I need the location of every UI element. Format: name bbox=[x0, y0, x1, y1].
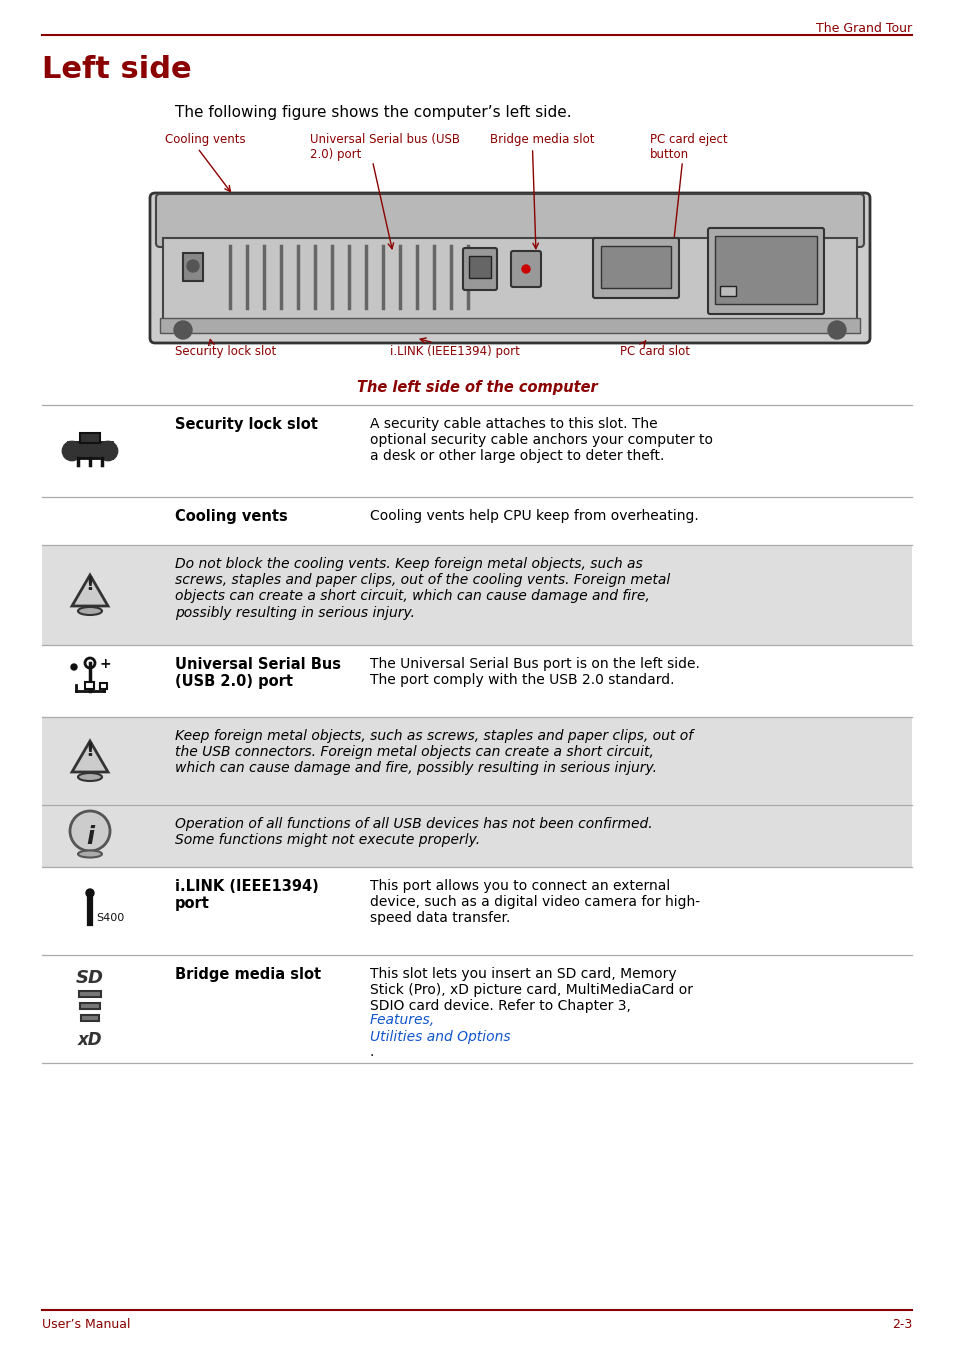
Ellipse shape bbox=[78, 773, 102, 781]
Text: i.LINK (IEEE1394) port: i.LINK (IEEE1394) port bbox=[390, 345, 519, 358]
Text: Security lock slot: Security lock slot bbox=[174, 345, 276, 358]
Text: PC card eject
button: PC card eject button bbox=[649, 132, 727, 161]
Bar bbox=[600, 246, 670, 288]
Bar bbox=[183, 253, 203, 281]
Circle shape bbox=[173, 320, 192, 339]
Text: +: + bbox=[100, 657, 112, 671]
Text: Operation of all functions of all USB devices has not been confirmed.
Some funct: Operation of all functions of all USB de… bbox=[174, 817, 652, 848]
Bar bbox=[68, 442, 112, 458]
Polygon shape bbox=[71, 741, 108, 772]
Bar bbox=[85, 681, 94, 690]
Bar bbox=[80, 1003, 100, 1009]
Circle shape bbox=[187, 260, 199, 272]
Text: port: port bbox=[174, 896, 210, 911]
Circle shape bbox=[827, 320, 845, 339]
Text: The Grand Tour: The Grand Tour bbox=[815, 22, 911, 35]
Bar bbox=[469, 256, 491, 279]
Text: xD: xD bbox=[77, 1032, 102, 1049]
Text: Cooling vents help CPU keep from overheating.: Cooling vents help CPU keep from overhea… bbox=[370, 508, 698, 523]
Ellipse shape bbox=[78, 850, 102, 857]
Text: (USB 2.0) port: (USB 2.0) port bbox=[174, 675, 293, 690]
Bar bbox=[714, 237, 816, 304]
FancyBboxPatch shape bbox=[462, 247, 497, 289]
Text: The Universal Serial Bus port is on the left side.
The port comply with the USB : The Universal Serial Bus port is on the … bbox=[370, 657, 700, 687]
Circle shape bbox=[99, 442, 117, 460]
Text: This slot lets you insert an SD card, Memory
Stick (Pro), xD picture card, Multi: This slot lets you insert an SD card, Me… bbox=[370, 967, 692, 1014]
Bar bbox=[163, 238, 856, 323]
Text: !: ! bbox=[86, 576, 94, 595]
Text: This port allows you to connect an external
device, such as a digital video came: This port allows you to connect an exter… bbox=[370, 879, 700, 925]
Bar bbox=[42, 545, 911, 645]
Bar bbox=[100, 683, 107, 690]
Text: PC card slot: PC card slot bbox=[619, 345, 689, 358]
FancyBboxPatch shape bbox=[150, 193, 869, 343]
Text: Do not block the cooling vents. Keep foreign metal objects, such as
screws, stap: Do not block the cooling vents. Keep for… bbox=[174, 557, 670, 619]
Text: !: ! bbox=[86, 741, 94, 760]
Bar bbox=[42, 717, 911, 804]
Text: Universal Serial Bus: Universal Serial Bus bbox=[174, 657, 340, 672]
Text: i.LINK (IEEE1394): i.LINK (IEEE1394) bbox=[174, 879, 318, 894]
Text: SD: SD bbox=[76, 969, 104, 987]
Circle shape bbox=[86, 890, 94, 896]
Bar bbox=[80, 433, 100, 443]
FancyBboxPatch shape bbox=[707, 228, 823, 314]
Text: Cooling vents: Cooling vents bbox=[174, 508, 288, 525]
Ellipse shape bbox=[78, 607, 102, 615]
FancyBboxPatch shape bbox=[511, 251, 540, 287]
Text: The following figure shows the computer’s left side.: The following figure shows the computer’… bbox=[174, 105, 571, 120]
Text: A security cable attaches to this slot. The
optional security cable anchors your: A security cable attaches to this slot. … bbox=[370, 416, 712, 464]
Text: User’s Manual: User’s Manual bbox=[42, 1318, 131, 1330]
Polygon shape bbox=[71, 575, 108, 606]
Text: .: . bbox=[370, 1045, 374, 1059]
Bar bbox=[79, 991, 101, 996]
Text: Bridge media slot: Bridge media slot bbox=[490, 132, 594, 146]
Text: Cooling vents: Cooling vents bbox=[165, 132, 245, 146]
Text: Bridge media slot: Bridge media slot bbox=[174, 967, 321, 982]
Text: Universal Serial bus (USB
2.0) port: Universal Serial bus (USB 2.0) port bbox=[310, 132, 459, 161]
FancyBboxPatch shape bbox=[593, 238, 679, 297]
Text: The left side of the computer: The left side of the computer bbox=[356, 380, 597, 395]
Bar bbox=[160, 318, 859, 333]
Circle shape bbox=[521, 265, 530, 273]
FancyBboxPatch shape bbox=[156, 193, 863, 247]
Bar bbox=[720, 287, 735, 296]
Bar bbox=[42, 804, 911, 867]
Text: Security lock slot: Security lock slot bbox=[174, 416, 317, 433]
Bar bbox=[81, 1015, 99, 1021]
Text: i: i bbox=[86, 825, 94, 849]
Text: Left side: Left side bbox=[42, 55, 192, 84]
Circle shape bbox=[70, 811, 110, 850]
Text: 2-3: 2-3 bbox=[891, 1318, 911, 1330]
Text: Features,
Utilities and Options: Features, Utilities and Options bbox=[370, 1014, 510, 1044]
Text: Keep foreign metal objects, such as screws, staples and paper clips, out of
the : Keep foreign metal objects, such as scre… bbox=[174, 729, 693, 776]
Circle shape bbox=[71, 664, 77, 671]
Text: S400: S400 bbox=[96, 913, 124, 923]
Circle shape bbox=[63, 442, 81, 460]
